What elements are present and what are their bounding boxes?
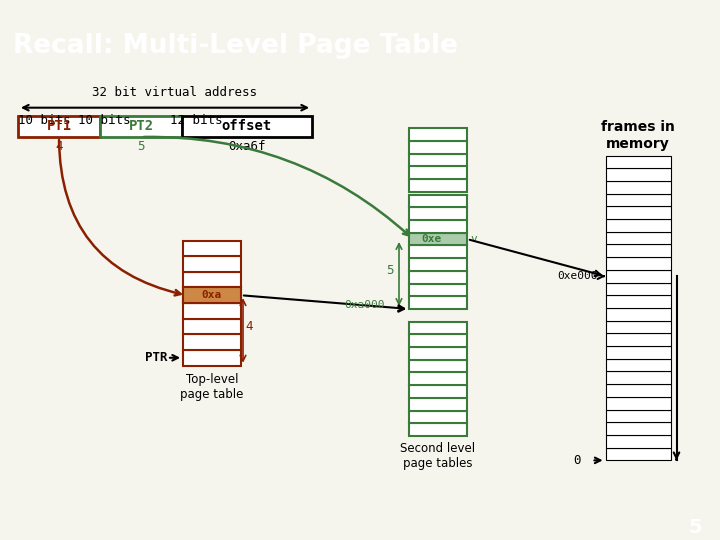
Bar <box>409 423 467 436</box>
Bar <box>606 270 670 282</box>
Bar <box>183 287 241 303</box>
Bar <box>409 179 467 192</box>
Bar <box>409 347 467 360</box>
Bar <box>100 116 182 137</box>
Bar <box>606 422 670 435</box>
Bar <box>606 321 670 333</box>
Bar <box>183 272 241 287</box>
Text: offset: offset <box>222 119 272 133</box>
Text: 0xa6f: 0xa6f <box>228 140 266 153</box>
Bar <box>606 384 670 397</box>
Bar <box>183 303 241 319</box>
Text: 0xe000: 0xe000 <box>557 271 598 281</box>
Text: 4: 4 <box>245 320 253 333</box>
Text: Second level
page tables: Second level page tables <box>400 442 476 470</box>
Text: 0: 0 <box>574 454 581 467</box>
Bar <box>183 256 241 272</box>
Text: 0xa000: 0xa000 <box>344 300 384 310</box>
Bar <box>183 287 241 303</box>
Text: frames in
memory: frames in memory <box>601 120 675 151</box>
Bar <box>182 116 312 137</box>
Bar <box>606 435 670 448</box>
Bar <box>606 333 670 346</box>
Bar <box>409 322 467 334</box>
Bar <box>409 271 467 284</box>
Bar <box>183 350 241 366</box>
Bar <box>409 296 467 309</box>
Bar <box>606 257 670 270</box>
Bar <box>409 194 467 207</box>
Text: 5: 5 <box>138 140 145 153</box>
Bar <box>606 194 670 206</box>
Bar <box>606 245 670 257</box>
Text: Recall: Multi-Level Page Table: Recall: Multi-Level Page Table <box>13 33 458 59</box>
Bar <box>183 240 241 256</box>
Bar <box>606 156 670 168</box>
Bar <box>606 308 670 321</box>
Bar <box>606 372 670 384</box>
Bar <box>606 168 670 181</box>
Bar <box>409 360 467 373</box>
Text: Top-level
page table: Top-level page table <box>180 373 243 401</box>
Bar <box>409 410 467 423</box>
Text: PT2: PT2 <box>128 119 153 133</box>
Bar <box>606 295 670 308</box>
Bar <box>409 284 467 296</box>
Bar <box>409 246 467 258</box>
Bar <box>606 397 670 409</box>
Bar <box>409 233 467 245</box>
Text: v: v <box>470 234 477 244</box>
Bar <box>409 258 467 271</box>
Bar <box>409 207 467 220</box>
Bar <box>409 398 467 410</box>
Bar <box>409 153 467 166</box>
Bar <box>409 220 467 233</box>
Text: 32 bit virtual address: 32 bit virtual address <box>92 86 258 99</box>
Text: 4: 4 <box>55 140 63 153</box>
Bar <box>606 448 670 460</box>
Bar <box>606 359 670 372</box>
Bar <box>183 319 241 334</box>
Bar <box>606 409 670 422</box>
Bar <box>606 346 670 359</box>
Text: 10 bits 10 bits: 10 bits 10 bits <box>18 113 130 126</box>
Bar <box>409 373 467 385</box>
Bar <box>409 334 467 347</box>
Bar <box>409 166 467 179</box>
Text: PTR: PTR <box>145 352 168 365</box>
Text: 5: 5 <box>387 264 394 278</box>
Text: 12 bits: 12 bits <box>170 113 222 126</box>
Text: 0xa: 0xa <box>202 291 222 300</box>
Bar <box>606 219 670 232</box>
Bar <box>409 385 467 398</box>
Bar <box>606 232 670 245</box>
Bar <box>409 128 467 141</box>
Bar <box>606 282 670 295</box>
Text: 5: 5 <box>688 517 702 537</box>
Bar <box>18 116 100 137</box>
Text: 0xe: 0xe <box>422 234 442 244</box>
Bar <box>606 181 670 194</box>
Bar <box>409 141 467 153</box>
Text: PT1: PT1 <box>46 119 71 133</box>
Bar <box>183 334 241 350</box>
Bar <box>606 206 670 219</box>
